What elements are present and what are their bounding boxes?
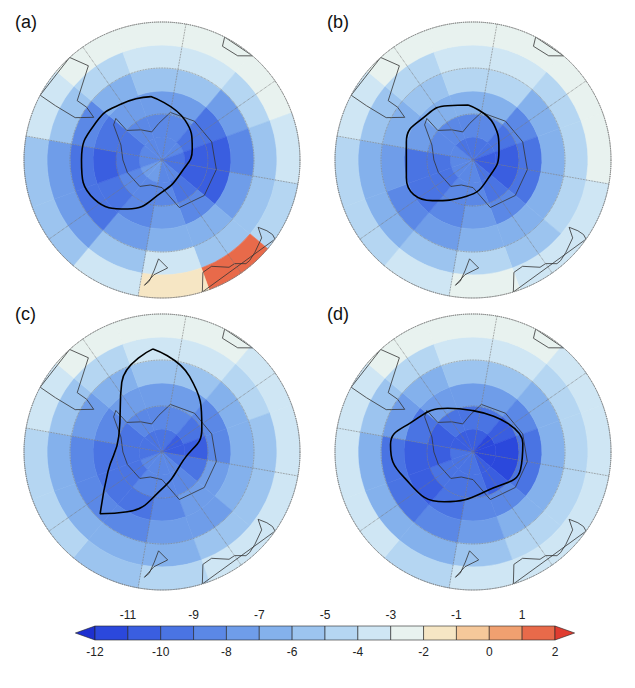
svg-text:(c): (c) <box>15 304 36 324</box>
svg-text:(b): (b) <box>327 12 349 32</box>
svg-text:-12: -12 <box>86 645 104 659</box>
svg-text:1: 1 <box>519 608 526 622</box>
svg-text:(d): (d) <box>327 304 349 324</box>
svg-text:(a): (a) <box>15 12 37 32</box>
svg-text:-11: -11 <box>120 608 137 622</box>
svg-text:0: 0 <box>486 645 493 659</box>
svg-text:-5: -5 <box>320 608 331 622</box>
svg-text:-3: -3 <box>385 608 396 622</box>
svg-text:-2: -2 <box>418 645 429 659</box>
svg-text:-8: -8 <box>221 645 232 659</box>
svg-text:2: 2 <box>552 645 559 659</box>
svg-text:-6: -6 <box>287 645 298 659</box>
svg-text:-1: -1 <box>451 608 462 622</box>
svg-text:-9: -9 <box>188 608 199 622</box>
svg-text:-7: -7 <box>254 608 265 622</box>
svg-text:-4: -4 <box>353 645 364 659</box>
svg-text:-10: -10 <box>152 645 170 659</box>
